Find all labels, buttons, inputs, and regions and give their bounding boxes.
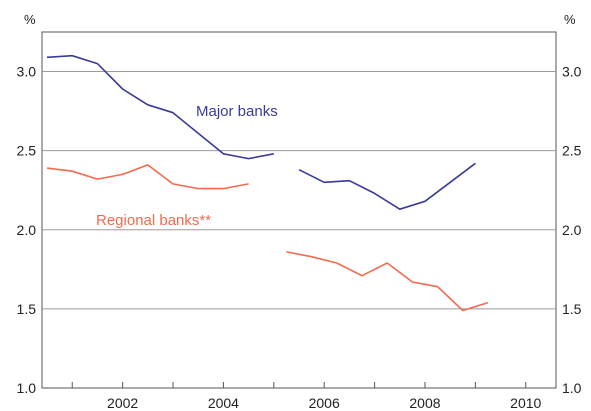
y-unit-left: % (24, 12, 36, 27)
y-tick-label-left: 1.0 (17, 380, 37, 396)
gridlines (42, 71, 556, 310)
y-tick-label-left: 2.5 (17, 143, 37, 159)
y-tick-label-left: 3.0 (17, 64, 37, 80)
x-tick-label: 2006 (309, 395, 340, 411)
x-tick-label: 2004 (208, 395, 239, 411)
series-label-regional-banks: Regional banks** (96, 212, 211, 229)
x-tick-labels: 2002 2004 2006 2008 2010 (107, 395, 541, 411)
x-tick-label: 2008 (409, 395, 440, 411)
x-tick-label: 2010 (510, 395, 541, 411)
y-tick-label-right: 3.0 (562, 64, 582, 80)
series-label-major-banks: Major banks (196, 103, 278, 120)
y-tick-label-right: 1.5 (562, 301, 582, 317)
x-tick-marks (71, 382, 527, 388)
series-line-major-banks (298, 162, 476, 210)
x-tick-label: 2002 (107, 395, 138, 411)
y-tick-labels: 1.0 1.0 1.5 1.5 2.0 2.0 2.5 2.5 3.0 3.0 (17, 64, 582, 396)
y-tick-label-left: 2.0 (17, 222, 37, 238)
series-line-regional-banks (46, 164, 249, 190)
plot-frame (41, 31, 557, 389)
series-lines (46, 54, 489, 312)
series-line-regional-banks (286, 251, 489, 312)
series-line-major-banks (46, 54, 274, 160)
y-tick-label-right: 1.0 (562, 380, 582, 396)
y-tick-label-right: 2.5 (562, 143, 582, 159)
y-tick-label-left: 1.5 (17, 301, 37, 317)
y-tick-label-right: 2.0 (562, 222, 582, 238)
y-unit-right: % (564, 12, 576, 27)
